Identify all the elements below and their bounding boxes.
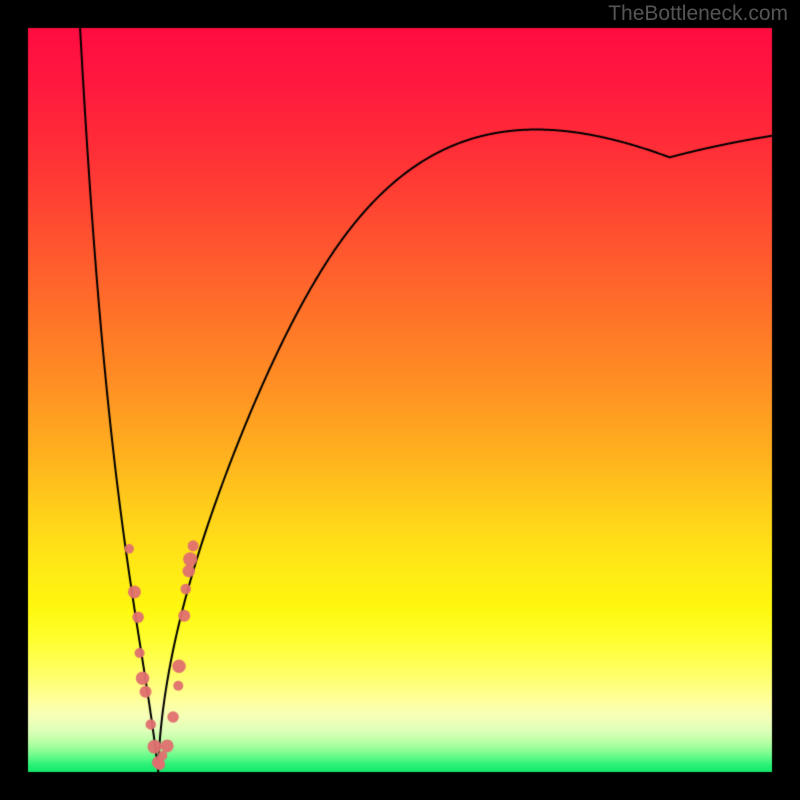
- chart-root: TheBottleneck.com: [0, 0, 800, 800]
- chart-canvas: [0, 0, 800, 800]
